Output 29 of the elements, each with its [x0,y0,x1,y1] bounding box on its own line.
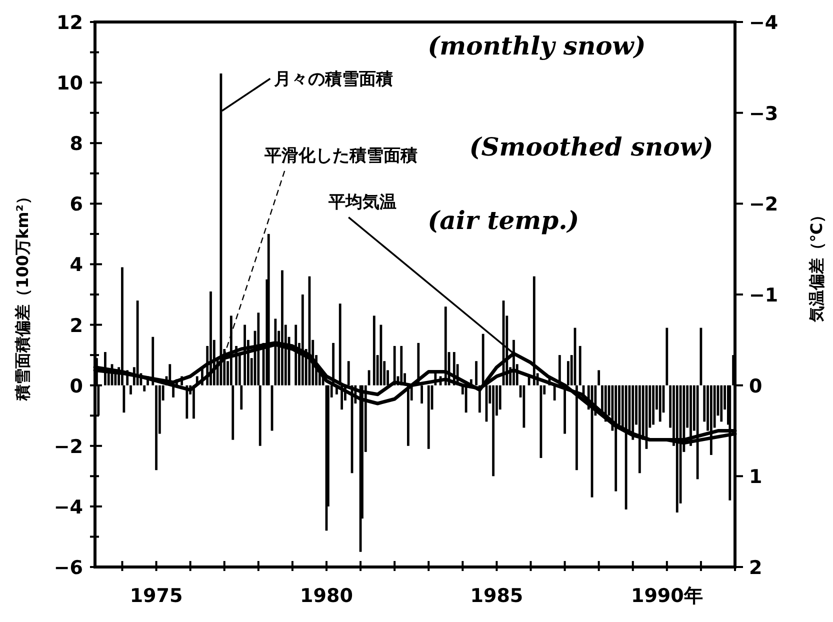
x-tick-label: 1980 [300,585,353,607]
y-tick-label: −2 [54,436,83,458]
y-tick-label: 2 [70,314,83,337]
y-tick-label: 8 [70,133,83,156]
annotation: (air temp.) [428,206,580,236]
y-tick-label: 0 [70,375,83,398]
annotation: (Smoothed snow) [469,132,714,162]
y-tick-label: 4 [70,254,83,276]
y2-tick-label: 2 [749,557,762,579]
x-tick-label: 1985 [470,585,524,607]
y2-tick-label: −2 [749,194,778,216]
text: 平均気温 [328,192,397,212]
text: 平滑化した積雪面積 [264,146,418,166]
y-tick-label: −4 [54,496,83,518]
y2-tick-label: −3 [749,102,778,125]
y-tick-label: −6 [54,557,83,579]
text: 月々の積雪面積 [273,70,394,90]
y2-axis-title: 気温偏差（℃） [807,206,826,324]
y-tick-label: 6 [70,194,83,216]
y2-tick-label: −4 [749,12,778,34]
y2-tick-label: 1 [749,466,762,488]
y-tick-label: 12 [56,12,83,34]
y-axis-title: 積雪面積偏差（100万km²） [13,188,32,402]
annotation: (monthly snow) [428,32,646,61]
x-tick-label: 1990年 [630,585,703,607]
x-tick-label: 1975 [130,585,183,607]
y2-tick-label: 0 [749,375,762,398]
y-tick-label: 10 [56,72,83,95]
y2-tick-label: −1 [749,284,778,306]
